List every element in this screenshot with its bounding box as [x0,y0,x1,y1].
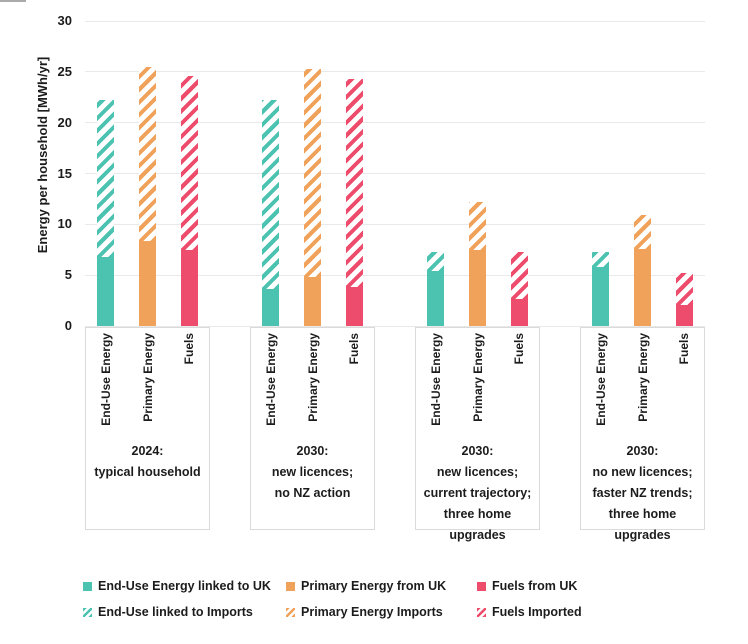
bar-0-end_use-uk [97,256,115,326]
legend-item-fuels-solid: Fuels from UK [477,579,577,593]
bar-category-label-0-fuels: Fuels [182,333,197,365]
y-tick-label-30: 30 [57,13,72,28]
legend-label-primary-hatched: Primary Energy Imports [301,605,443,619]
bar-1-end_use-imports [262,100,280,290]
bar-category-label-2-primary: Primary Energy [470,333,485,422]
group-caption-2-line-3: three home [443,507,512,521]
bar-1-fuels-imports [345,78,363,288]
bar-2-primary-uk [469,249,486,326]
legend-item-primary-solid: Primary Energy from UK [286,579,446,593]
bar-0-primary-imports [139,66,156,241]
group-caption-0-line-1: typical household [94,465,201,479]
bar-category-label-3-end_use: End-Use Energy [593,333,608,426]
bar-3-primary-imports [634,215,651,249]
gridline-30 [85,20,705,22]
gridline-15 [85,173,705,174]
legend-swatch-end_use-solid [83,581,92,591]
legend-swatch-primary-solid [286,581,295,591]
group-box-0 [85,327,210,530]
y-tick-label-25: 25 [57,63,72,79]
bar-2-fuels-imports [510,251,528,299]
bar-category-label-1-fuels: Fuels [347,333,362,365]
bar-2-fuels-uk [510,298,528,326]
bar-3-end_use-imports [592,251,610,268]
y-tick-label-10: 10 [57,216,72,232]
bar-1-primary-uk [304,277,321,326]
group-caption-3-line-4: upgrades [614,528,671,542]
group-caption-3-line-0: 2030: [626,444,659,458]
legend-label-end_use-hatched: End-Use linked to Imports [98,605,253,619]
bar-1-end_use-uk [262,289,280,326]
y-tick-label-20: 20 [57,114,72,130]
bar-0-fuels-uk [180,249,198,326]
bar-3-fuels-uk [675,304,693,326]
legend-swatch-fuels-solid [477,581,486,591]
group-caption-3-line-1: no new licences; [592,465,693,479]
bar-1-fuels-uk [345,287,363,326]
group-caption-2-line-2: current trajectory; [423,486,532,500]
gridline-0 [85,325,705,327]
group-box-1 [250,327,375,530]
group-caption-3-line-2: faster NZ trends; [592,486,693,500]
bar-category-label-2-end_use: End-Use Energy [428,333,443,426]
legend: End-Use Energy linked to UK Primary Energ… [0,560,748,644]
legend-item-fuels-hatched: Fuels Imported [477,605,582,619]
legend-item-end_use-solid: End-Use Energy linked to UK [83,579,271,593]
legend-swatch-primary-hatched [286,607,295,617]
bar-category-label-2-fuels: Fuels [512,333,527,365]
group-caption-2-line-4: upgrades [449,528,506,542]
group-caption-2-line-1: new licences; [436,465,519,479]
group-caption-2-line-0: 2030: [461,444,494,458]
legend-label-end_use-solid: End-Use Energy linked to UK [98,579,271,593]
plot-area: 0 5 10 15 20 25 30 End-Use Energy Primary Energy… [57,13,705,542]
legend-swatch-fuels-hatched [477,607,486,617]
legend-label-primary-solid: Primary Energy from UK [301,579,447,593]
screenshot-edge-artifact [0,0,26,2]
bar-3-end_use-uk [592,267,610,326]
bar-3-primary-uk [634,248,651,326]
group-caption-3-line-3: three home [608,507,677,521]
legend-swatch-end_use-hatched [83,607,92,617]
legend-label-fuels-hatched: Fuels Imported [492,605,582,619]
group-box-2 [415,327,540,530]
bar-0-fuels-imports [180,75,198,250]
bar-2-end_use-imports [427,251,445,272]
gridline-10 [85,223,705,225]
bar-0-primary-uk [139,240,156,326]
y-tick-label-15: 15 [57,165,72,181]
bar-3-fuels-imports [675,273,693,305]
group-caption-1-line-0: 2030: [296,444,329,458]
bar-category-label-1-primary: Primary Energy [305,333,320,422]
bar-2-end_use-uk [427,271,445,326]
group-caption-1-line-2: no NZ action [274,486,351,500]
legend-item-primary-hatched: Primary Energy Imports [286,605,443,619]
bar-category-label-0-end_use: End-Use Energy [98,333,113,426]
y-tick-label-5: 5 [64,267,72,283]
legend-item-end_use-hatched: End-Use linked to Imports [83,605,253,619]
group-caption-1-line-1: new licences; [271,465,354,479]
y-tick-label-0: 0 [64,318,72,333]
gridline-20 [85,122,705,124]
gridline-5 [85,274,705,276]
bar-category-label-3-primary: Primary Energy [635,333,650,422]
group-caption-0-line-0: 2024: [131,444,164,458]
gridline-25 [85,71,705,73]
bar-1-primary-imports [304,68,321,278]
group-box-3 [580,327,705,530]
legend-label-fuels-solid: Fuels from UK [492,579,578,593]
bar-category-label-0-primary: Primary Energy [140,333,155,422]
bar-2-primary-imports [469,201,486,250]
bar-0-end_use-imports [97,100,115,257]
bar-category-label-1-end_use: End-Use Energy [263,333,278,426]
bar-category-label-3-fuels: Fuels [677,333,692,365]
